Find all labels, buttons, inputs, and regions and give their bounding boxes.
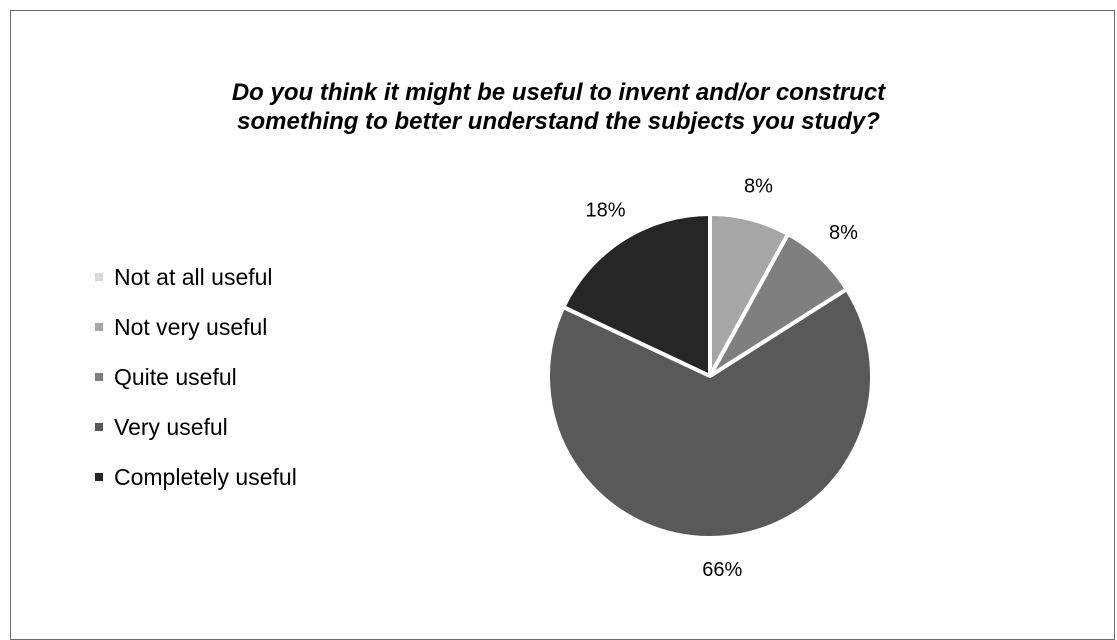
legend-swatch xyxy=(95,473,103,481)
legend-item-not-very-useful: Not very useful xyxy=(95,302,297,352)
legend-item-not-at-all-useful: Not at all useful xyxy=(95,252,297,302)
pie-slice-completely-useful xyxy=(561,212,712,378)
legend-item-completely-useful: Completely useful xyxy=(95,452,297,502)
legend-item-quite-useful: Quite useful xyxy=(95,352,297,402)
chart-title-line-1: Do you think it might be useful to inven… xyxy=(231,79,886,106)
legend-label: Completely useful xyxy=(114,463,297,490)
data-label-not-very-useful: 8% xyxy=(744,175,773,197)
data-label-quite-useful: 8% xyxy=(829,222,858,244)
legend-label: Not at all useful xyxy=(114,263,273,290)
legend-swatch xyxy=(95,423,103,431)
legend-label: Quite useful xyxy=(114,363,237,390)
legend-label: Not very useful xyxy=(114,313,268,340)
legend-label: Very useful xyxy=(114,413,228,440)
legend-swatch xyxy=(95,323,103,331)
legend-swatch xyxy=(95,373,103,381)
legend-swatch xyxy=(95,273,103,281)
chart-title-line-2: something to better understand the subje… xyxy=(237,108,880,135)
pie-slice-very-useful xyxy=(546,287,874,540)
chart-title: Do you think it might be useful to inven… xyxy=(0,78,1117,136)
chart-legend: Not at all useful Not very useful Quite … xyxy=(95,252,297,502)
data-label-very-useful: 66% xyxy=(702,559,742,581)
legend-item-very-useful: Very useful xyxy=(95,402,297,452)
data-label-completely-useful: 18% xyxy=(585,200,625,222)
